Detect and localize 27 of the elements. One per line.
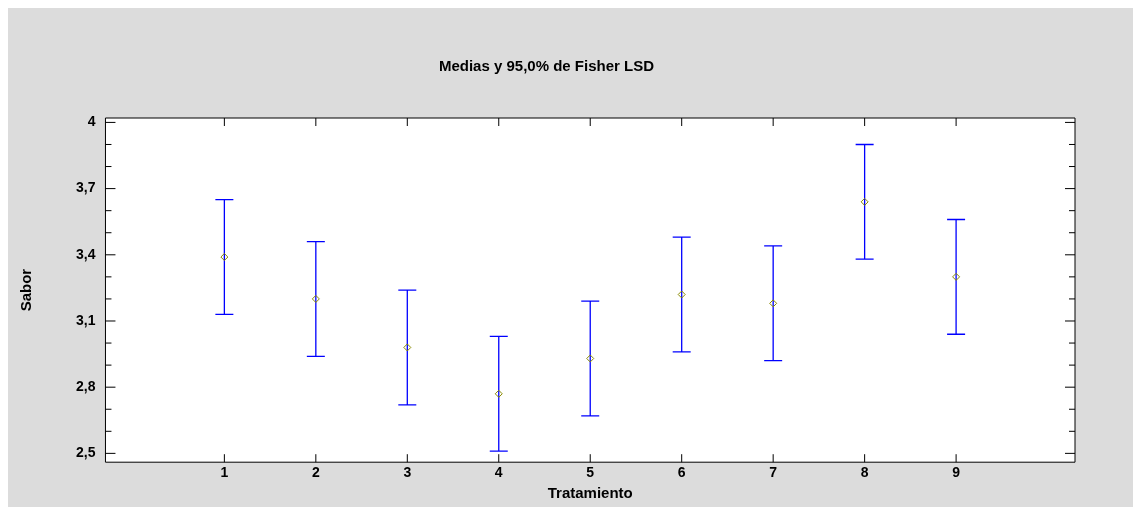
x-tick-label: 4 — [494, 464, 503, 481]
y-tick-label: 3,1 — [75, 311, 96, 328]
point — [311, 294, 320, 303]
x-tick-label: 6 — [677, 464, 686, 481]
y-tick-label: 4 — [87, 113, 96, 130]
x-tick-label: 5 — [586, 464, 595, 481]
x-tick-label: 2 — [311, 464, 320, 481]
y-tick-label: 3,4 — [75, 245, 96, 262]
point — [860, 197, 869, 206]
point — [220, 253, 229, 261]
y-tick-label: 2,5 — [75, 444, 96, 461]
y-tick-label: 3,7 — [75, 179, 96, 196]
point — [403, 343, 412, 352]
x-tick-label: 1 — [220, 464, 229, 481]
point — [494, 389, 503, 398]
point — [677, 290, 686, 299]
x-axis-title: Tratamiento — [547, 484, 633, 502]
x-tick-label: 3 — [403, 464, 412, 481]
x-tick-label: 8 — [860, 464, 869, 481]
point — [952, 272, 961, 281]
point — [586, 354, 595, 363]
y-axis-title: Sabor — [17, 268, 35, 312]
x-tick-label: 7 — [769, 464, 778, 481]
chart-title: Medias y 95,0% de Fisher LSD — [438, 57, 655, 75]
point — [769, 299, 778, 308]
y-tick-label: 2,8 — [75, 378, 96, 395]
x-tick-label: 9 — [952, 464, 961, 481]
